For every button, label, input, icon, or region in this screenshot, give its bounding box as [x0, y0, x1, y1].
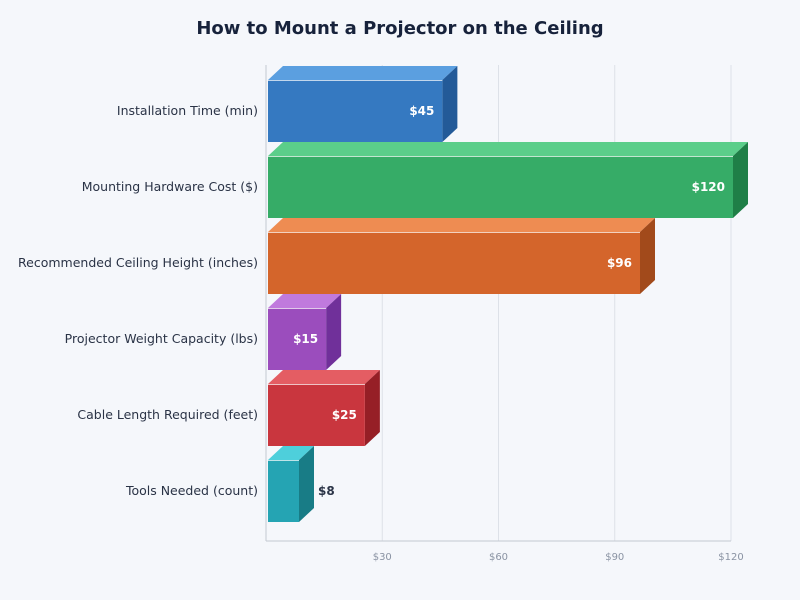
bar-group: $8: [268, 446, 335, 522]
bar-group: $25: [268, 370, 380, 446]
bar: [268, 232, 640, 294]
chart-title: How to Mount a Projector on the Ceiling: [196, 18, 603, 39]
bar: [268, 80, 443, 142]
data-label: $120: [692, 180, 725, 194]
category-label: Projector Weight Capacity (lbs): [65, 331, 258, 346]
x-tick-label: $30: [373, 552, 392, 563]
data-label: $96: [607, 256, 632, 270]
data-label: $25: [332, 408, 357, 422]
x-tick-label: $120: [718, 552, 743, 563]
category-label: Recommended Ceiling Height (inches): [18, 255, 258, 270]
bar: [268, 308, 327, 370]
bar-group: $96: [268, 218, 655, 294]
category-labels: Installation Time (min) Mounting Hardware…: [18, 103, 258, 498]
data-label: $45: [409, 104, 434, 118]
bar-top: [268, 142, 748, 156]
data-label: $15: [293, 332, 318, 346]
bar-top: [268, 218, 655, 232]
x-tick-label: $60: [489, 552, 508, 563]
bar-top: [268, 66, 458, 80]
bar: [268, 460, 299, 522]
bar-side: [299, 446, 314, 522]
bar-top: [268, 294, 342, 308]
x-tick-label: $90: [605, 552, 624, 563]
bar-side: [364, 370, 380, 446]
bar-group: $120: [268, 142, 748, 218]
bar-group: $15: [268, 294, 342, 370]
bar: [268, 384, 365, 446]
data-label: $8: [318, 484, 335, 498]
bar-side: [640, 218, 655, 294]
bar: [268, 156, 733, 218]
bar-top: [268, 370, 380, 384]
category-label: Tools Needed (count): [125, 483, 258, 498]
category-label: Mounting Hardware Cost ($): [82, 179, 258, 194]
bar-side: [442, 66, 458, 142]
x-axis: $30 $60 $90 $120: [373, 552, 744, 563]
category-label: Cable Length Required (feet): [77, 407, 258, 422]
bar-side: [326, 294, 342, 370]
bar-top: [268, 446, 314, 460]
bar-side: [733, 142, 748, 218]
bar-group: $45: [268, 66, 458, 142]
bars: $45 $120 $96 $15 $25 $8: [268, 66, 748, 522]
category-label: Installation Time (min): [117, 103, 258, 118]
